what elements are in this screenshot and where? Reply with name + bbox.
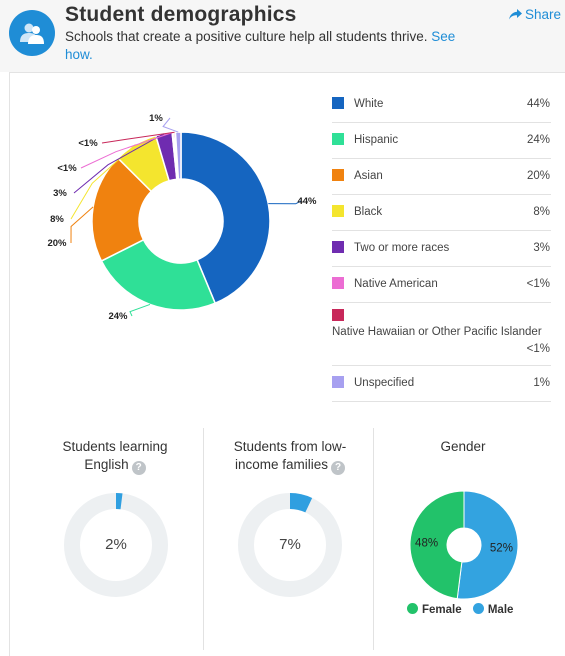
legend-value-native-american: <1% xyxy=(526,278,550,290)
leader-line-two-or-more-races xyxy=(73,133,165,194)
share-arrow-icon xyxy=(509,9,522,20)
female-dot xyxy=(407,603,418,614)
legend-label-pacific-islander: Native Hawaiian or Other Pacific Islande… xyxy=(332,326,542,338)
low-income-value: 7% xyxy=(279,536,301,553)
legend-value-pacific-islander: <1% xyxy=(526,343,550,355)
low-income-title: Students from low- income families? xyxy=(215,438,365,475)
legend-label-black: Black xyxy=(354,206,383,218)
share-label: Share xyxy=(525,7,562,22)
leader-line-native-hawaiian-or-other-pacific-islander xyxy=(101,131,175,144)
legend-item-pacific-islander: Native Hawaiian or Other Pacific Islande… xyxy=(332,303,551,366)
data-label-two-or-more-races: 3% xyxy=(53,188,67,199)
low-income-title-line2: income families xyxy=(234,457,329,472)
legend-swatch-pacific-islander xyxy=(332,309,344,321)
legend-label-two-or-more: Two or more races xyxy=(354,242,450,254)
male-dot xyxy=(472,603,484,614)
leader-line-white xyxy=(268,200,302,205)
legend-label-native-american: Native American xyxy=(354,278,438,290)
english-learners-title: Students learning English? xyxy=(40,438,190,475)
gender-title: Gender xyxy=(440,439,486,454)
question-icon[interactable]: ? xyxy=(131,461,146,475)
legend-item-native-american: Native American <1% xyxy=(332,267,551,303)
legend-swatch-white xyxy=(332,97,344,109)
gender-value-male: 52% xyxy=(490,542,513,554)
gender-slice-male xyxy=(456,490,519,600)
ring-fill xyxy=(290,493,313,513)
legend-label-asian: Asian xyxy=(354,170,383,182)
legend-item-white: White 44% xyxy=(332,87,551,123)
people-icon xyxy=(9,10,55,56)
legend-swatch-two-or-more xyxy=(332,241,344,253)
legend-label-hispanic: Hispanic xyxy=(354,134,399,146)
legend-value-black: 8% xyxy=(533,206,550,218)
data-label-native-hawaiian-or-other-pacific-islander: <1% xyxy=(78,138,98,149)
legend-swatch-hispanic xyxy=(332,133,344,145)
legend-value-unspecified: 1% xyxy=(533,377,550,389)
leader-line-unspecified xyxy=(162,117,179,133)
ethnicity-legend: White 44% Hispanic 24% Asian 20% Black 8… xyxy=(332,87,551,402)
low-income-ring xyxy=(238,493,342,597)
leader-line-native-american xyxy=(80,131,174,169)
legend-value-two-or-more: 3% xyxy=(533,242,550,254)
leader-line-asian xyxy=(70,206,94,244)
legend-item-hispanic: Hispanic 24% xyxy=(332,123,551,159)
legend-swatch-native-american xyxy=(332,277,344,289)
page-subtitle: Schools that create a positive culture h… xyxy=(65,28,485,64)
legend-label-white: White xyxy=(354,98,384,110)
slice-hispanic xyxy=(100,238,217,311)
data-label-hispanic: 24% xyxy=(108,311,128,322)
english-learners-title-line2: English xyxy=(84,457,129,472)
english-learners-ring xyxy=(64,493,168,597)
slice-white xyxy=(180,131,271,305)
data-label-asian: 20% xyxy=(47,238,67,249)
page-title: Student demographics xyxy=(65,3,297,26)
data-label-unspecified: 1% xyxy=(149,113,163,124)
legend-label-unspecified: Unspecified xyxy=(354,377,415,389)
legend-item-black: Black 8% xyxy=(332,195,551,231)
legend-item-two-or-more: Two or more races 3% xyxy=(332,231,551,267)
leader-line-hispanic xyxy=(129,303,151,317)
gender-slice-female xyxy=(409,490,465,600)
legend-item-unspecified: Unspecified 1% xyxy=(332,366,551,402)
legend-swatch-unspecified xyxy=(332,376,344,388)
demographics-panel xyxy=(9,72,565,656)
english-learners-value: 2% xyxy=(105,536,127,553)
gender-legend: Female Male xyxy=(407,603,513,616)
see-how-link[interactable]: See how. xyxy=(65,29,456,62)
ring-fill xyxy=(116,493,123,510)
gender-value-female: 48% xyxy=(415,538,438,550)
female-label: Female xyxy=(422,604,462,616)
data-label-native-american: <1% xyxy=(57,163,77,174)
subtitle-text: Schools that create a positive culture h… xyxy=(65,29,432,44)
stat-divider-2 xyxy=(373,428,374,650)
data-label-white: 44% xyxy=(297,196,317,207)
male-label: Male xyxy=(487,604,514,616)
legend-item-asian: Asian 20% xyxy=(332,159,551,195)
low-income-title-line1: Students from low- xyxy=(233,439,347,454)
english-learners-title-line1: Students learning xyxy=(62,439,168,454)
stat-divider-1 xyxy=(203,428,204,650)
share-button[interactable]: Share xyxy=(509,7,561,22)
gender-donut-chart: 52% 48% xyxy=(409,490,519,600)
legend-value-hispanic: 24% xyxy=(526,134,550,146)
section-header: Student demographics Schools that create… xyxy=(0,0,565,72)
legend-swatch-black xyxy=(332,205,344,217)
legend-value-asian: 20% xyxy=(526,170,550,182)
question-icon[interactable]: ? xyxy=(331,461,346,475)
legend-value-white: 44% xyxy=(526,98,550,110)
data-label-black: 8% xyxy=(50,214,64,225)
legend-swatch-asian xyxy=(332,169,344,181)
